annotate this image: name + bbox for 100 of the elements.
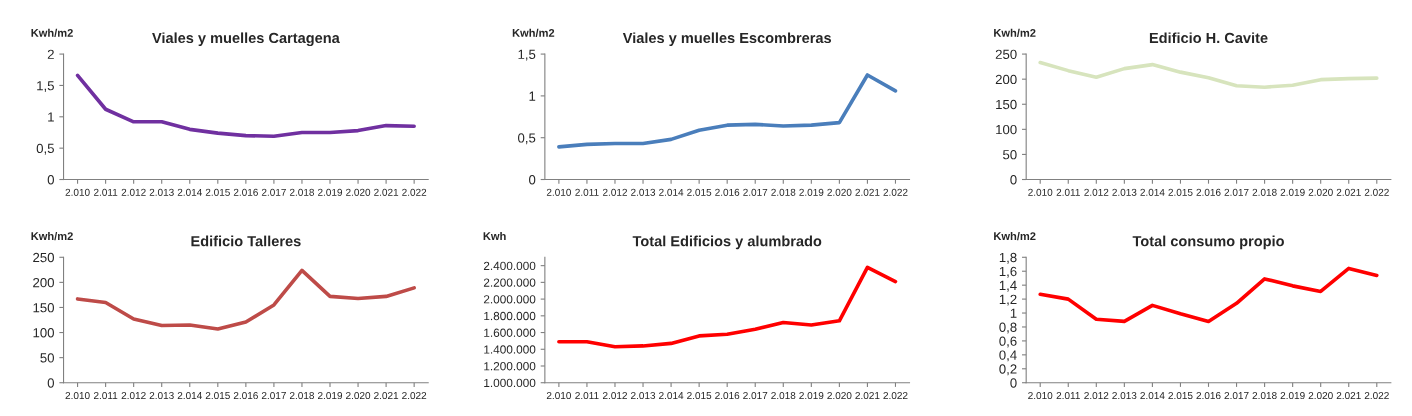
x-tick-label: 2.020 [1308,392,1333,400]
y-tick-label: 0 [1010,378,1017,388]
x-tick-label: 2.021 [855,188,880,196]
x-tick-label: 2.018 [1252,188,1277,196]
x-tick-label: 2.012 [602,392,627,400]
y-tick-label: 0,2 [999,364,1017,376]
x-tick-label: 2.018 [771,392,796,400]
x-tick-label: 2.010 [65,392,90,400]
y-axis-title: Kwh/m2 [994,231,1036,241]
y-tick-label: 1,6 [999,266,1017,278]
y-tick-label: 0,5 [36,143,54,155]
x-tick-label: 2.019 [799,392,824,400]
chart-title: Total consumo propio [1132,235,1284,250]
y-tick-label: 0 [529,175,536,185]
line-series [557,73,898,149]
x-tick-label: 2.022 [402,392,427,400]
x-tick-label: 2.013 [631,188,656,196]
x-tick-label: 2.018 [771,188,796,196]
x-tick-label: 2.014 [659,392,684,400]
x-tick-label: 2.012 [121,392,146,400]
y-axis-title: Kwh/m2 [31,28,73,37]
x-tick-label: 2.022 [402,188,427,196]
y-tick-label: 0,8 [999,322,1017,334]
y-tick-label: 100 [33,328,54,338]
y-tick-label: 1 [1010,308,1017,318]
y-tick-label: 100 [996,124,1017,135]
x-tick-label: 2.010 [546,188,572,196]
y-tick-label: 1 [48,112,54,122]
x-tick-label: 2.021 [1336,392,1361,400]
y-tick-label: 1.400.000 [484,345,536,354]
x-tick-label: 2.019 [318,188,343,196]
y-tick-label: 1,4 [999,280,1017,292]
x-tick-label: 2.021 [1336,188,1361,196]
y-tick-label: 1.200.000 [484,362,536,371]
chart-title: Total Edificios y alumbrado [632,235,822,250]
y-tick-label: 0 [1010,175,1017,185]
x-tick-label: 2.020 [346,188,371,196]
x-tick-label: 2.017 [1224,392,1249,400]
x-tick-label: 2.013 [149,392,174,400]
x-tick-label: 2.022 [1364,392,1389,400]
x-tick-label: 2.017 [1224,188,1249,196]
y-tick-label: 50 [1003,150,1017,160]
y-tick-label: 50 [40,353,54,363]
y-tick-label: 1,8 [999,252,1017,264]
x-tick-label: 2.016 [233,392,258,400]
x-tick-label: 2.021 [374,392,399,400]
y-tick-label: 2.000.000 [483,295,536,304]
y-tick-label: 1.600.000 [484,328,536,337]
x-tick-label: 2.019 [1280,392,1305,400]
y-tick-label: 0,5 [518,133,536,145]
x-tick-label: 2.019 [1280,188,1305,196]
x-tick-label: 2.017 [261,392,286,400]
x-tick-label: 2.013 [631,392,656,400]
line-series [1038,266,1379,324]
x-tick-label: 2.010 [65,188,90,196]
x-tick-label: 2.016 [715,188,740,196]
y-tick-label: 150 [996,99,1017,110]
y-tick-label: 1.000.000 [484,378,536,388]
x-tick-label: 2.020 [346,392,371,400]
y-axis-title: Kwh/m2 [512,28,555,37]
chart-title: Edificio Talleres [191,235,301,247]
x-tick-label: 2.015 [687,392,712,400]
y-tick-label: 0,6 [999,336,1017,348]
x-tick-label: 2.012 [1084,392,1109,400]
x-tick-label: 2.015 [1168,392,1193,400]
y-tick-label: 2 [47,49,54,59]
x-tick-label: 2.012 [602,188,627,196]
x-tick-label: 2.015 [687,188,712,196]
x-tick-label: 2.018 [1252,392,1277,400]
y-tick-label: 200 [33,277,54,288]
x-tick-label: 2.015 [1168,188,1193,196]
y-tick-label: 0 [47,378,54,388]
line-series [75,73,416,139]
x-tick-label: 2.022 [1364,188,1389,196]
x-tick-label: 2.011 [93,392,118,400]
x-tick-label: 2.019 [318,392,343,400]
x-tick-label: 2.022 [883,392,908,400]
x-tick-label: 2.018 [289,188,315,196]
x-tick-label: 2.015 [205,188,230,196]
y-tick-label: 2.400.000 [483,261,536,271]
y-axis-title: Kwh [483,231,506,240]
x-tick-label: 2.013 [1112,392,1137,400]
y-tick-label: 1 [529,91,536,101]
x-tick-label: 2.011 [575,392,599,400]
line-series [75,268,416,331]
x-tick-label: 2.015 [205,392,230,400]
y-axis-title: Kwh/m2 [31,231,73,241]
y-tick-label: 1,5 [518,49,536,61]
x-tick-label: 2.014 [177,392,202,400]
x-tick-label: 2.020 [1308,188,1333,196]
x-tick-label: 2.017 [261,188,286,196]
y-axis-title: Kwh/m2 [994,28,1036,37]
chart-title: Edificio H. Cavite [1149,32,1268,44]
x-tick-label: 2.016 [233,188,258,196]
x-tick-label: 2.012 [1084,188,1109,196]
x-tick-label: 2.014 [1140,188,1165,196]
x-tick-label: 2.016 [1196,188,1221,196]
y-tick-label: 0 [47,175,54,185]
x-tick-label: 2.010 [1028,392,1053,400]
x-tick-label: 2.016 [715,392,740,400]
